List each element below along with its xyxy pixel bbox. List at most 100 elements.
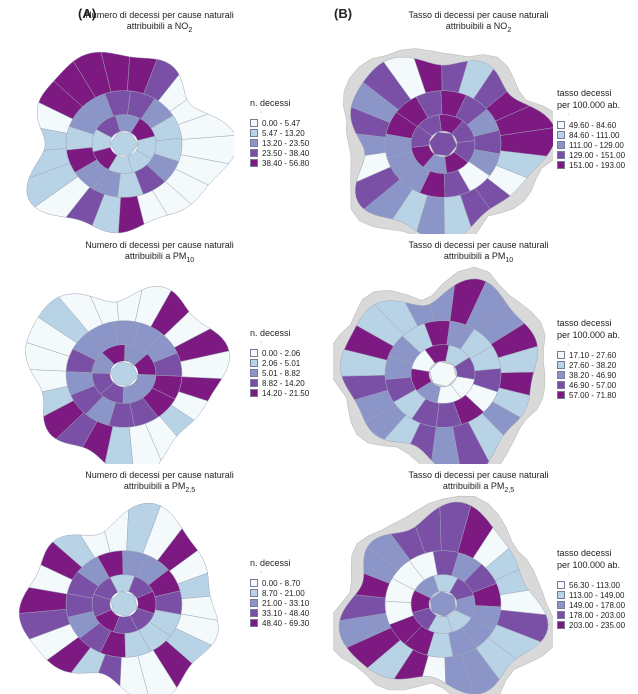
legend-subtitle: per 100.000 ab.	[557, 330, 621, 340]
choropleth-map	[333, 495, 553, 694]
legend-label: 56.30 - 113.00	[569, 580, 621, 590]
legend-entry: 151.00 - 193.00	[557, 160, 625, 170]
legend-entry: 38.40 - 56.80	[250, 158, 309, 168]
legend-title: tasso decessi	[557, 88, 612, 98]
choropleth-map	[25, 286, 230, 464]
legend-label: 111.00 - 129.00	[569, 140, 624, 150]
legend-swatch	[250, 389, 258, 397]
legend-swatch	[250, 149, 258, 157]
legend-separator: ·	[260, 339, 263, 346]
legend-subtitle: per 100.000 ab.	[557, 560, 621, 570]
legend-entry: 203.00 - 235.00	[557, 620, 625, 630]
legend-separator: ·	[567, 571, 570, 578]
legend-entry: 149.00 - 178.00	[557, 600, 625, 610]
map-zone	[413, 57, 443, 94]
legend-label: 151.00 - 193.00	[569, 160, 626, 170]
legend-label: 49.60 - 84.60	[569, 120, 617, 130]
legend-entry: 46.90 - 57.00	[557, 380, 620, 390]
legend-label: 46.90 - 57.00	[569, 380, 617, 390]
legend-entry: 5.47 - 13.20	[250, 128, 309, 138]
map-zone	[110, 361, 138, 387]
legend-swatch	[250, 609, 258, 617]
map-zone	[467, 413, 504, 463]
legend-swatch	[557, 371, 565, 379]
map-legend: n. decessi · 0.00 - 5.47 5.47 - 13.20 13.20 …	[250, 98, 309, 168]
legend-swatch	[250, 369, 258, 377]
legend-swatch	[557, 591, 565, 599]
legend-label: 8.70 - 21.00	[262, 588, 305, 598]
legend-entry: 57.00 - 71.80	[557, 390, 620, 400]
panel-title-line2: attribuibili a NO2	[445, 21, 512, 34]
legend-label: 57.00 - 71.80	[569, 390, 617, 400]
panel-title-line2: attribuibili a NO2	[126, 21, 193, 34]
legend-label: 113.00 - 149.00	[569, 590, 625, 600]
legend-title: tasso decessi	[557, 318, 612, 328]
legend-swatch	[250, 129, 258, 137]
legend-swatch	[557, 161, 565, 169]
legend-separator: ·	[567, 341, 570, 348]
panel-title: Numero di decessi per cause naturali attr…	[0, 240, 319, 266]
panel-title-line1: Tasso di decessi per cause naturali	[408, 470, 549, 480]
map-zone	[180, 135, 234, 164]
legend-label: 129.00 - 151.00	[569, 150, 626, 160]
legend-label: 14.20 - 21.50	[262, 388, 310, 398]
legend-swatch	[557, 131, 565, 139]
legend-label: 27.60 - 38.20	[569, 360, 617, 370]
legend-swatch	[557, 351, 565, 359]
legend-entry: 2.06 - 5.01	[250, 358, 309, 368]
map-legend: tasso decessi per 100.000 ab. · 17.10 - 27.…	[557, 318, 620, 400]
legend-subtitle: per 100.000 ab.	[557, 100, 621, 110]
column-label-a: (A)	[78, 6, 97, 21]
legend-title: n. decessi	[250, 558, 291, 568]
map-panel-2: Tasso di decessi per cause naturali attri…	[319, 8, 638, 234]
panel-title: Tasso di decessi per cause naturali attri…	[319, 240, 638, 266]
legend-entry: 33.10 - 48.40	[250, 608, 309, 618]
legend-entry: 13.20 - 23.50	[250, 138, 309, 148]
legend-label: 0.00 - 5.47	[262, 118, 301, 128]
legend-swatch	[557, 361, 565, 369]
map-zone	[157, 528, 199, 572]
panel-title-line1: Numero di decessi per cause naturali	[85, 240, 234, 250]
legend-label: 178.00 - 203.00	[569, 610, 626, 620]
legend-label: 0.00 - 2.06	[262, 348, 301, 358]
map-zone	[363, 546, 399, 584]
legend-entry: 56.30 - 113.00	[557, 580, 625, 590]
legend-swatch	[250, 379, 258, 387]
map-zone	[110, 591, 138, 617]
legend-swatch	[557, 581, 565, 589]
map-panel-4: Tasso di decessi per cause naturali attri…	[319, 238, 638, 464]
legend-swatch	[250, 139, 258, 147]
legend-swatch	[250, 359, 258, 367]
legend-swatch	[250, 589, 258, 597]
panel-title: Tasso di decessi per cause naturali attri…	[319, 470, 638, 496]
legend-label: 5.47 - 13.20	[262, 128, 305, 138]
legend-title: n. decessi	[250, 98, 291, 108]
legend-label: 17.10 - 27.60	[569, 350, 617, 360]
map-zone	[42, 386, 74, 417]
legend-separator: ·	[260, 109, 263, 116]
legend-separator: ·	[260, 569, 263, 576]
legend-swatch	[557, 381, 565, 389]
map-legend: tasso decessi per 100.000 ab. · 49.60 - 84.…	[557, 88, 625, 170]
legend-entry: 129.00 - 151.00	[557, 150, 625, 160]
legend-entry: 17.10 - 27.60	[557, 350, 620, 360]
panel-title-line1: Numero di decessi per cause naturali	[85, 10, 234, 20]
legend-label: 21.00 - 33.10	[262, 598, 310, 608]
legend-title: n. decessi	[250, 328, 291, 338]
legend-entry: 0.00 - 2.06	[250, 348, 309, 358]
panel-title-line1: Numero di decessi per cause naturali	[85, 470, 234, 480]
legend-swatch	[557, 141, 565, 149]
legend-entry: 178.00 - 203.00	[557, 610, 625, 620]
panel-title-line2: attribuibili a PM2,5	[442, 481, 515, 494]
legend-entry: 113.00 - 149.00	[557, 590, 625, 600]
choropleth-map	[18, 502, 219, 694]
legend-title: tasso decessi	[557, 548, 612, 558]
column-label-b: (B)	[334, 6, 353, 21]
legend-entry: 5.01 - 8.82	[250, 368, 309, 378]
choropleth-map	[26, 51, 234, 234]
map-panel-6: Tasso di decessi per cause naturali attri…	[319, 468, 638, 694]
legend-entry: 0.00 - 5.47	[250, 118, 309, 128]
map-legend: n. decessi · 0.00 - 8.70 8.70 - 21.00 21.00 …	[250, 558, 309, 628]
map-legend: tasso decessi per 100.000 ab. · 56.30 - 113…	[557, 548, 625, 630]
legend-entry: 8.82 - 14.20	[250, 378, 309, 388]
